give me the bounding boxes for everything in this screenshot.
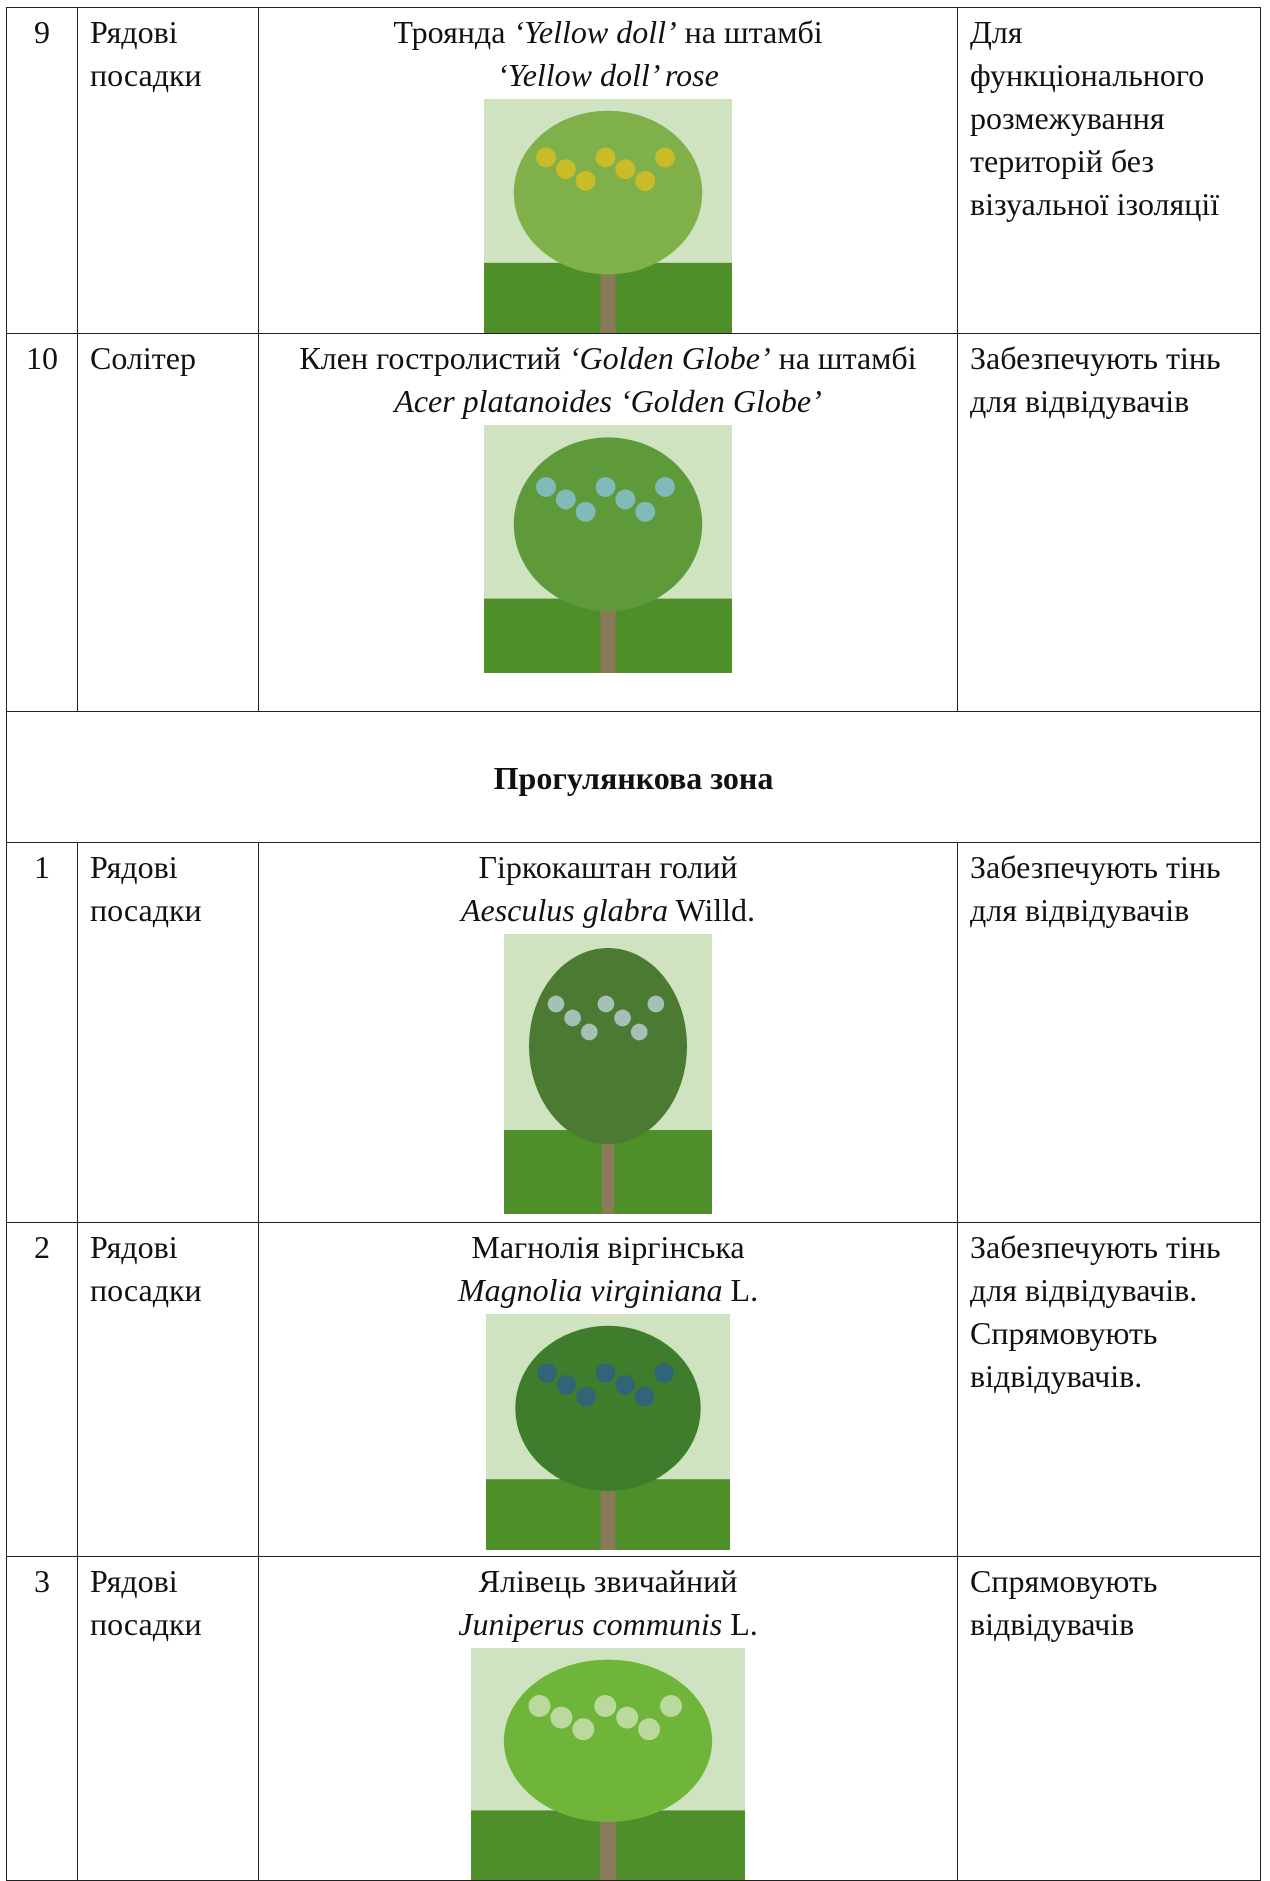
plant-name-cell: Гіркокаштан голий Aesculus glabra Willd. bbox=[258, 842, 958, 1223]
plant-name-line: Клен гостролистий ‘Golden Globe’ на штам… bbox=[271, 337, 945, 380]
plant-name-part: ‘Yellow doll’ bbox=[513, 14, 677, 50]
plant-name-part: L. bbox=[722, 1606, 758, 1642]
plant-name-cell: Ялівець звичайний Juniperus communis L. bbox=[258, 1556, 958, 1881]
table-row: 2 Рядові посадки Магнолія віргінська Magnol… bbox=[6, 1222, 1261, 1557]
plant-table: 9 Рядові посадки Троянда ‘Yellow doll’ на … bbox=[6, 7, 1261, 1881]
plant-name-line: ‘Yellow doll’ rose bbox=[271, 54, 945, 97]
plant-name-part: Willd. bbox=[668, 892, 756, 928]
section-heading: Прогулянкова зона bbox=[6, 711, 1261, 843]
plant-name-part: Магнолія віргінська bbox=[471, 1229, 745, 1265]
plant-photo bbox=[484, 99, 732, 333]
plant-name-part: на штамбі bbox=[676, 14, 823, 50]
plant-photo bbox=[471, 1648, 745, 1880]
plant-name-line: Juniperus communis L. bbox=[271, 1603, 945, 1646]
plant-name-line: Ялівець звичайний bbox=[271, 1560, 945, 1603]
row-number: 10 bbox=[6, 333, 78, 712]
plant-name-part: Juniperus communis bbox=[458, 1606, 723, 1642]
plant-name-cell: Троянда ‘Yellow doll’ на штамбі ‘Yellow d… bbox=[258, 7, 958, 334]
row-number: 9 bbox=[6, 7, 78, 334]
plant-name-line: Гіркокаштан голий bbox=[271, 846, 945, 889]
plant-name-cell: Магнолія віргінська Magnolia virginiana L… bbox=[258, 1222, 958, 1557]
purpose: Для функціонального розмежування територ… bbox=[957, 7, 1261, 334]
plant-name-cell: Клен гостролистий ‘Golden Globe’ на штам… bbox=[258, 333, 958, 712]
plant-photo bbox=[484, 425, 732, 673]
plant-photo bbox=[486, 1314, 730, 1550]
table-row: 10 Солітер Клен гостролистий ‘Golden Globe… bbox=[6, 333, 1261, 712]
plant-name-line: Magnolia virginiana L. bbox=[271, 1269, 945, 1312]
row-number: 3 bbox=[6, 1556, 78, 1881]
plant-name-part: Клен гостролистий bbox=[299, 340, 569, 376]
planting-type: Солітер bbox=[77, 333, 259, 712]
plant-name-part: Aesculus glabra bbox=[460, 892, 669, 928]
plant-name-part: ‘Yellow doll’ rose bbox=[497, 57, 719, 93]
plant-name-part: Ялівець звичайний bbox=[478, 1563, 738, 1599]
table-row: 3 Рядові посадки Ялівець звичайний Juniperu… bbox=[6, 1556, 1261, 1881]
plant-photo bbox=[504, 934, 712, 1214]
table-row: 9 Рядові посадки Троянда ‘Yellow doll’ на … bbox=[6, 7, 1261, 334]
table-body: 9 Рядові посадки Троянда ‘Yellow doll’ на … bbox=[6, 7, 1261, 1881]
purpose: Забезпечують тінь для відвідувачів. Спря… bbox=[957, 1222, 1261, 1557]
table-row: Прогулянкова зона bbox=[6, 711, 1261, 843]
plant-name-part: Троянда bbox=[393, 14, 514, 50]
planting-type: Рядові посадки bbox=[77, 7, 259, 334]
plant-name-part: ‘Golden Globe’ bbox=[568, 340, 771, 376]
purpose: Спрямовують відвідувачів bbox=[957, 1556, 1261, 1881]
plant-name-line: Aesculus glabra Willd. bbox=[271, 889, 945, 932]
plant-name-line: Магнолія віргінська bbox=[271, 1226, 945, 1269]
plant-name-part: Гіркокаштан голий bbox=[478, 849, 738, 885]
purpose: Забезпечують тінь для відвідувачів bbox=[957, 842, 1261, 1223]
row-number: 1 bbox=[6, 842, 78, 1223]
planting-type: Рядові посадки bbox=[77, 1556, 259, 1881]
table-row: 1 Рядові посадки Гіркокаштан голий Aesculus… bbox=[6, 842, 1261, 1223]
row-number: 2 bbox=[6, 1222, 78, 1557]
plant-name-part: на штамбі bbox=[770, 340, 917, 376]
purpose: Забезпечують тінь для відвідувачів bbox=[957, 333, 1261, 712]
plant-name-part: Magnolia virginiana bbox=[457, 1272, 723, 1308]
plant-name-line: Троянда ‘Yellow doll’ на штамбі bbox=[271, 11, 945, 54]
planting-type: Рядові посадки bbox=[77, 842, 259, 1223]
plant-name-part: L. bbox=[722, 1272, 759, 1308]
plant-name-part: Acer platanoides ‘Golden Globe’ bbox=[394, 383, 822, 419]
planting-type: Рядові посадки bbox=[77, 1222, 259, 1557]
plant-name-line: Acer platanoides ‘Golden Globe’ bbox=[271, 380, 945, 423]
